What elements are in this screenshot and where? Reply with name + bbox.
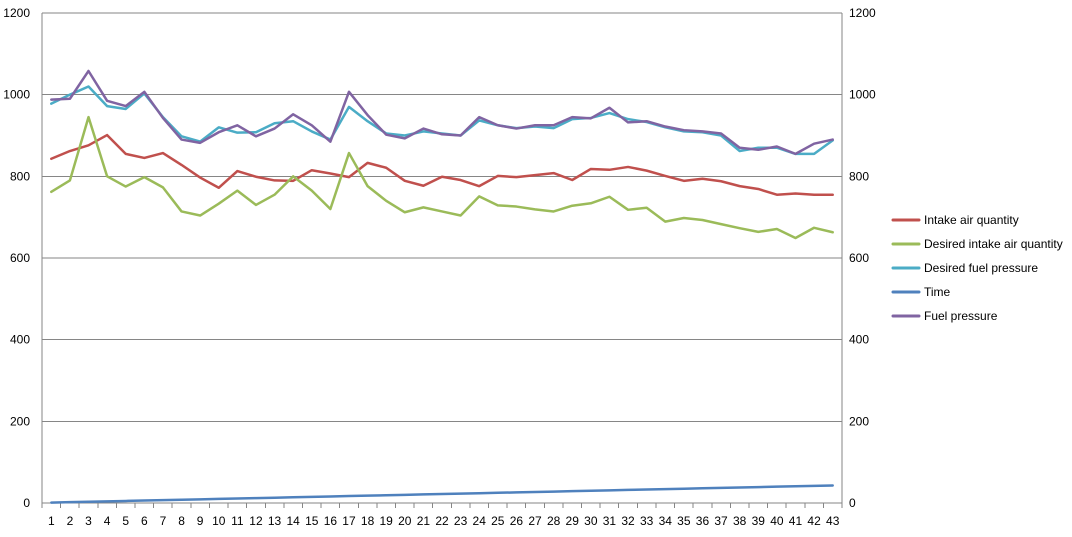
y-tick-label-right: 800 bbox=[849, 169, 869, 183]
x-tick-label: 43 bbox=[826, 514, 840, 528]
x-tick-label: 22 bbox=[435, 514, 449, 528]
x-tick-label: 15 bbox=[305, 514, 319, 528]
x-tick-label: 23 bbox=[454, 514, 468, 528]
x-tick-label: 10 bbox=[212, 514, 226, 528]
x-tick-label: 12 bbox=[249, 514, 263, 528]
x-tick-label: 36 bbox=[696, 514, 710, 528]
y-tick-label-right: 200 bbox=[849, 414, 869, 428]
x-tick-label: 40 bbox=[770, 514, 784, 528]
x-tick-label: 19 bbox=[380, 514, 394, 528]
y-tick-label-left: 0 bbox=[23, 496, 30, 510]
x-tick-label: 5 bbox=[122, 514, 129, 528]
y-tick-label-left: 200 bbox=[10, 414, 30, 428]
x-tick-label: 37 bbox=[714, 514, 728, 528]
y-tick-label-left: 400 bbox=[10, 333, 30, 347]
series-line-intake-air-quantity bbox=[50, 133, 834, 196]
x-tick-label: 35 bbox=[677, 514, 691, 528]
x-tick-label: 31 bbox=[603, 514, 617, 528]
series-line-time bbox=[50, 484, 834, 504]
x-tick-label: 20 bbox=[398, 514, 412, 528]
y-tick-label-left: 600 bbox=[10, 251, 30, 265]
x-tick-label: 38 bbox=[733, 514, 747, 528]
y-tick-label-left: 1000 bbox=[3, 88, 30, 102]
x-tick-label: 18 bbox=[361, 514, 375, 528]
y-tick-label-right: 600 bbox=[849, 251, 869, 265]
x-tick-label: 1 bbox=[48, 514, 55, 528]
x-tick-label: 42 bbox=[807, 514, 821, 528]
y-tick-label-right: 400 bbox=[849, 333, 869, 347]
x-tick-label: 7 bbox=[160, 514, 167, 528]
x-tick-label: 11 bbox=[231, 514, 244, 528]
series-line-desired-intake-air-quantity bbox=[50, 115, 834, 240]
x-tick-label: 13 bbox=[268, 514, 282, 528]
x-tick-label: 17 bbox=[342, 514, 356, 528]
x-tick-label: 24 bbox=[473, 514, 487, 528]
y-tick-label-left: 800 bbox=[10, 169, 30, 183]
legend-label-desired-fuel-pressure: Desired fuel pressure bbox=[924, 261, 1038, 275]
x-tick-label: 26 bbox=[510, 514, 524, 528]
series-line-desired-fuel-pressure bbox=[50, 85, 834, 156]
x-tick-label: 39 bbox=[752, 514, 766, 528]
y-tick-label-left: 1200 bbox=[3, 6, 30, 20]
x-tick-label: 3 bbox=[85, 514, 92, 528]
y-tick-label-right: 1000 bbox=[849, 88, 876, 102]
x-tick-label: 30 bbox=[584, 514, 598, 528]
series-lines bbox=[50, 69, 834, 504]
legend-label-intake-air-quantity: Intake air quantity bbox=[924, 213, 1019, 227]
x-tick-label: 27 bbox=[528, 514, 542, 528]
x-tick-label: 6 bbox=[141, 514, 148, 528]
legend-label-desired-intake-air-quantity: Desired intake air quantity bbox=[924, 237, 1063, 251]
x-tick-label: 2 bbox=[67, 514, 74, 528]
y-tick-label-right: 0 bbox=[849, 496, 856, 510]
gridlines bbox=[42, 12, 842, 504]
x-tick-label: 8 bbox=[178, 514, 185, 528]
y-tick-label-right: 1200 bbox=[849, 6, 876, 20]
x-tick-label: 29 bbox=[566, 514, 580, 528]
x-tick-label: 34 bbox=[659, 514, 673, 528]
x-tick-label: 21 bbox=[417, 514, 431, 528]
x-tick-label: 4 bbox=[104, 514, 111, 528]
legend-label-time: Time bbox=[924, 285, 951, 299]
x-tick-label: 33 bbox=[640, 514, 654, 528]
legend: Intake air quantity Desired intake air qu… bbox=[891, 213, 1063, 323]
x-tick-label: 32 bbox=[621, 514, 635, 528]
x-tick-label: 16 bbox=[324, 514, 338, 528]
series-line-fuel-pressure bbox=[50, 69, 834, 156]
x-tick-label: 9 bbox=[197, 514, 204, 528]
legend-label-fuel-pressure: Fuel pressure bbox=[924, 309, 998, 323]
x-tick-label: 25 bbox=[491, 514, 505, 528]
x-tick-label: 14 bbox=[286, 514, 300, 528]
x-tick-label: 41 bbox=[789, 514, 803, 528]
x-tick-label: 28 bbox=[547, 514, 561, 528]
